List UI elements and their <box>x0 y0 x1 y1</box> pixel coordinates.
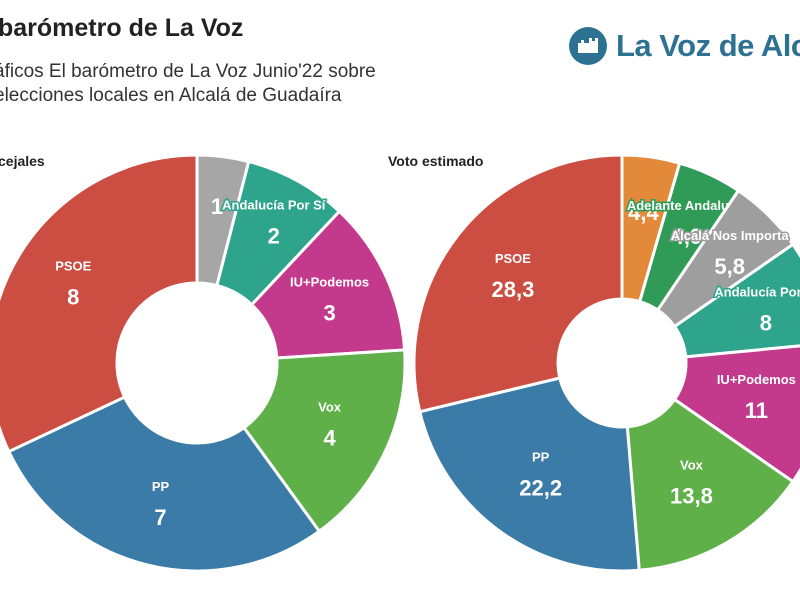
slice-value: 22,2 <box>519 476 562 501</box>
slice-value: 5,8 <box>714 254 745 279</box>
fortress-icon <box>569 27 607 65</box>
brand-logo[interactable]: La Voz de Alcal <box>568 26 800 66</box>
logo-text: La Voz de Alcal <box>616 28 800 63</box>
slice-label: IU+Podemos <box>717 372 796 387</box>
chart-title-concejales: cejales <box>0 153 45 169</box>
slice-value: 4,9 <box>672 224 703 249</box>
slice-vox[interactable] <box>625 397 795 572</box>
slice-andalucia-por-si[interactable] <box>672 242 800 359</box>
slice-label: Vox <box>680 457 704 472</box>
slice-value: 28,3 <box>491 277 534 302</box>
slice-label: Vox <box>318 399 342 414</box>
chart-title-voto-estimado: Voto estimado <box>388 153 484 169</box>
slice-pp[interactable] <box>6 395 322 573</box>
page-subtitle: áficos El barómetro de La Voz Junio'22 s… <box>0 61 376 106</box>
slice-label: IU+Podemos <box>290 275 369 290</box>
slice-value: 4,4 <box>628 200 659 225</box>
slice-psoe[interactable] <box>412 153 624 414</box>
slice-iu-podemos[interactable] <box>672 343 800 484</box>
slice-pp[interactable] <box>417 376 641 573</box>
slice-value: 2 <box>268 223 280 248</box>
slice-value: 4 <box>323 425 336 450</box>
page-title: barómetro de La Voz <box>0 14 244 42</box>
slice-psoe[interactable] <box>0 153 199 454</box>
slice-label: Alcalá Nos Importa <box>671 228 790 243</box>
slice-label: PP <box>152 479 170 494</box>
slice-label: Adelante Andalucía <box>627 198 748 213</box>
slice-label: Andalucía Por Sí <box>714 284 800 299</box>
slice-iu-podemos[interactable] <box>249 209 407 360</box>
slice-value: 7 <box>154 505 166 530</box>
slice-value: 1 <box>211 194 223 219</box>
slice-value: 13,8 <box>670 483 713 508</box>
slice-vox[interactable] <box>241 348 407 534</box>
donut-chart-concejales: 1 Andalucía Por Sí 2 IU+Podemos 3 Vox 4 PP 7 PSOE… <box>0 153 407 573</box>
slice-value: 8 <box>760 310 772 335</box>
slice-label: Andalucía Por Sí <box>222 197 326 212</box>
slice-value: 11 <box>745 398 768 423</box>
slice-label: PSOE <box>55 258 91 273</box>
slice-label: PP <box>532 450 550 465</box>
slice-value: 8 <box>67 284 79 309</box>
slice-label: PSOE <box>495 251 531 266</box>
slice-value: 3 <box>323 301 335 326</box>
